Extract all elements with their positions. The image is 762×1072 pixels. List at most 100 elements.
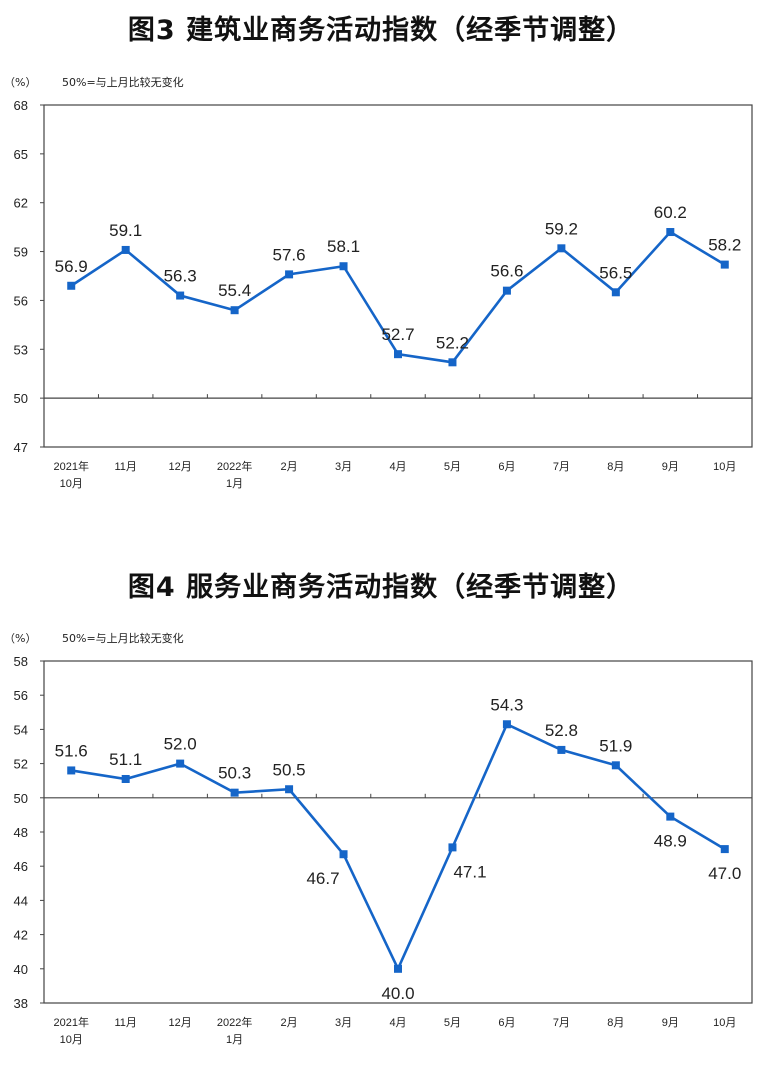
x-tick-label: 2021年 [53,1015,88,1029]
data-label: 47.1 [453,862,486,881]
data-label: 56.6 [490,262,523,281]
data-point-marker [611,288,620,297]
data-label: 52.7 [381,325,414,344]
data-point-marker [720,260,729,269]
x-tick-label: 10月 [60,478,83,490]
data-label: 52.8 [545,721,578,740]
x-tick-label: 2022年 [217,459,252,473]
x-tick-label: 9月 [662,1017,679,1029]
data-label: 60.2 [654,203,687,222]
y-tick-label: 38 [14,996,28,1011]
data-label: 50.5 [273,760,306,779]
chart1-unit-label: （%） [4,76,37,89]
data-label: 52.2 [436,333,469,352]
x-tick-label: 1月 [226,478,243,490]
x-tick-label: 1月 [226,1034,243,1046]
chart2-note: 50%=与上月比较无变化 [62,632,184,645]
data-label: 52.0 [164,735,197,754]
data-point-marker [557,244,566,253]
data-label: 46.7 [306,869,339,888]
y-tick-label: 62 [14,196,28,211]
plot-frame [43,660,753,1004]
data-point-marker [176,759,185,768]
y-tick-label: 56 [14,688,28,703]
x-tick-label: 11月 [114,1017,136,1029]
x-tick-label: 11月 [114,461,136,473]
data-point-marker [557,745,566,754]
data-point-marker [67,766,76,775]
y-tick-label: 65 [14,147,28,162]
chart1-title: 图3 建筑业商务活动指数（经季节调整） [127,15,635,46]
data-point-marker [394,350,402,359]
data-label: 55.4 [218,281,251,300]
chart2-unit-label: （%） [4,632,37,645]
data-point-marker [339,262,348,271]
x-tick-label: 12月 [169,1017,192,1029]
y-tick-label: 42 [14,928,28,943]
y-tick-label: 50 [14,391,28,406]
x-tick-label: 5月 [444,461,461,473]
y-tick-label: 52 [14,757,28,772]
y-tick-label: 59 [14,245,28,260]
plot-frame [43,104,753,448]
x-tick-label: 10月 [60,1034,83,1046]
data-point-marker [121,245,130,254]
data-point-marker [285,270,294,279]
y-tick-label: 48 [14,825,28,840]
x-tick-label: 10月 [713,1017,736,1029]
data-label: 56.5 [599,263,632,282]
y-tick-label: 54 [14,722,28,737]
data-point-marker [666,228,675,237]
x-tick-label: 2022年 [217,1015,252,1029]
chart1-plot: 68 65 62 59 56 53 50 47 2021年 10月 11月 12月 2022年 1月 2月 3… [14,98,753,490]
y-tick-label: 58 [14,654,28,669]
data-point-marker [502,286,511,295]
data-point-marker [67,281,76,290]
data-label: 54.3 [490,695,523,714]
y-tick-label: 56 [14,293,28,308]
data-point-marker [611,761,620,770]
data-point-marker [121,774,130,783]
data-point-marker [285,785,294,794]
x-tick-label: 5月 [444,1017,461,1029]
data-label: 51.6 [55,741,88,760]
x-tick-label: 2月 [281,461,298,473]
data-point-marker [394,964,402,973]
y-tick-label: 40 [14,962,28,977]
x-tick-label: 6月 [498,1017,515,1029]
y-tick-label: 50 [14,791,28,806]
chart1-note: 50%=与上月比较无变化 [62,76,184,89]
data-label: 57.6 [273,245,306,264]
data-point-marker [666,812,675,821]
data-label: 40.0 [381,984,414,1003]
x-tick-label: 8月 [607,1017,624,1029]
data-label: 47.0 [708,864,741,883]
data-label: 50.3 [218,764,251,783]
data-label: 51.9 [599,736,632,755]
data-label: 56.3 [164,267,197,286]
x-tick-label: 2月 [281,1017,298,1029]
data-point-marker [720,845,729,854]
y-tick-label: 53 [14,342,28,357]
data-label: 48.9 [654,832,687,851]
x-tick-label: 9月 [662,461,679,473]
data-label: 56.9 [55,257,88,276]
data-label: 59.1 [109,221,142,240]
x-tick-label: 4月 [389,1017,406,1029]
x-tick-label: 12月 [169,461,192,473]
y-tick-label: 47 [14,440,28,455]
x-tick-label: 6月 [498,461,515,473]
y-tick-label: 46 [14,859,28,874]
x-tick-label: 8月 [607,461,624,473]
x-tick-label: 4月 [389,461,406,473]
x-tick-label: 3月 [335,1017,352,1029]
x-tick-label: 10月 [713,461,736,473]
x-tick-label: 7月 [553,461,570,473]
x-tick-label: 3月 [335,461,352,473]
data-label: 58.2 [708,236,741,255]
data-point-marker [448,358,457,367]
data-point-marker [448,843,457,852]
data-point-marker [230,306,239,315]
data-label: 51.1 [109,750,142,769]
